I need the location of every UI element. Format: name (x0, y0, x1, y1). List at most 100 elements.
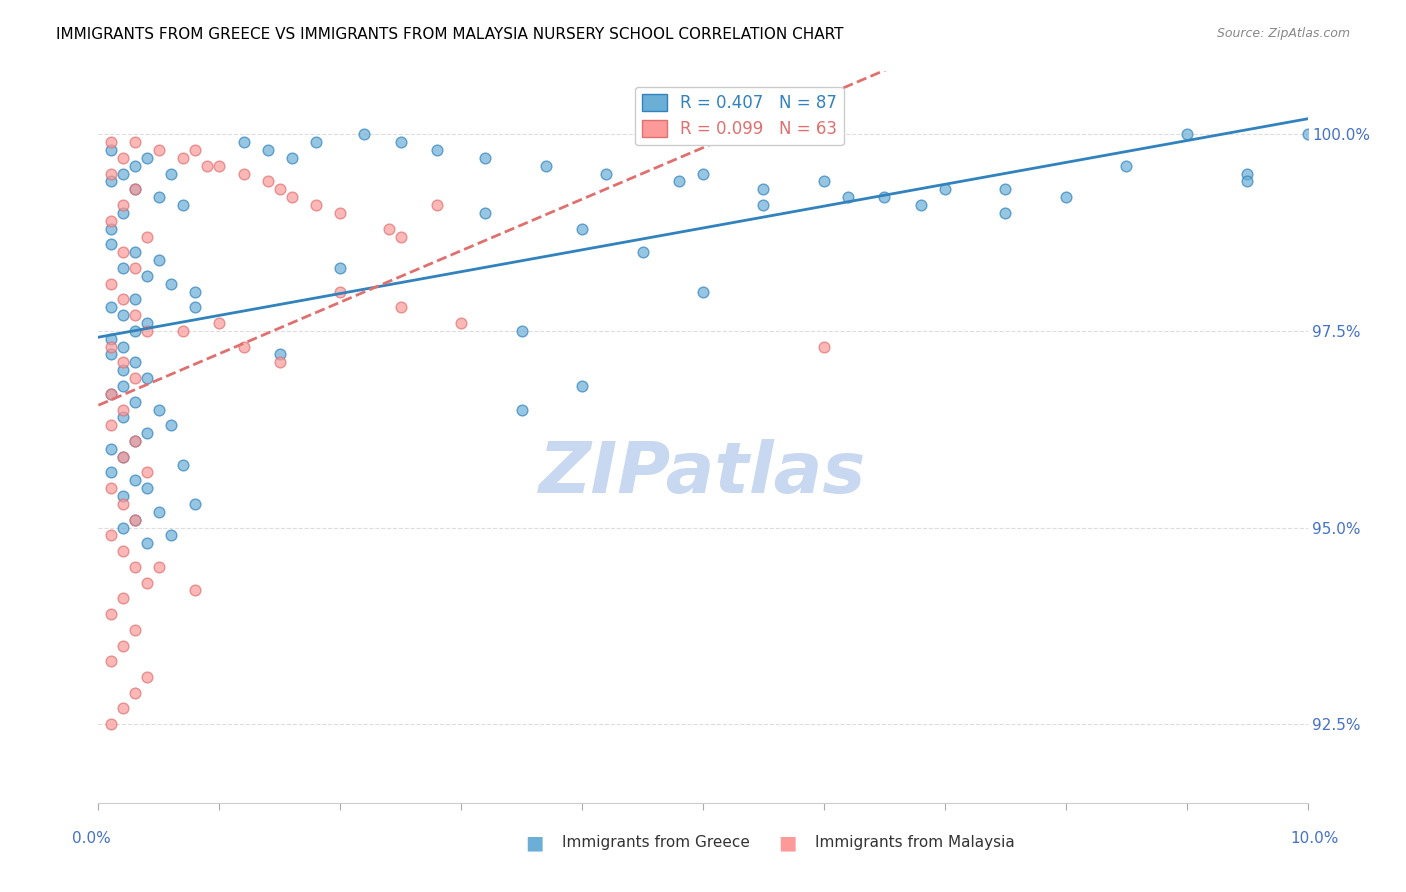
Point (111, 260, 134, 275)
Point (111, 379, 134, 393)
Point (100, 214, 122, 228)
Point (135, 670, 157, 684)
Point (100, 481, 122, 495)
Point (135, 536, 157, 550)
Point (111, 450, 134, 464)
Point (135, 466, 157, 480)
Point (256, 143, 278, 157)
Point (692, 167, 714, 181)
Point (232, 135, 254, 149)
Point (1175, 128, 1198, 142)
Point (124, 394, 146, 409)
Point (1054, 190, 1077, 204)
Point (111, 639, 134, 653)
Point (148, 253, 170, 268)
Text: 10.0%: 10.0% (1291, 831, 1339, 846)
Point (135, 371, 157, 385)
Point (124, 355, 146, 369)
Point (124, 513, 146, 527)
Point (100, 135, 122, 149)
Point (148, 190, 170, 204)
Point (195, 159, 218, 173)
Point (208, 316, 231, 330)
Point (389, 135, 412, 149)
Point (100, 654, 122, 668)
Text: ZIPatlas: ZIPatlas (540, 439, 866, 508)
Point (534, 159, 557, 173)
Point (994, 206, 1017, 220)
Point (135, 324, 157, 338)
Text: ■: ■ (524, 833, 544, 853)
Point (100, 237, 122, 252)
Text: IMMIGRANTS FROM GREECE VS IMMIGRANTS FROM MALAYSIA NURSERY SCHOOL CORRELATION CH: IMMIGRANTS FROM GREECE VS IMMIGRANTS FRO… (56, 27, 844, 42)
Point (160, 528, 183, 542)
Point (111, 245, 134, 260)
Point (172, 324, 194, 338)
Point (934, 182, 956, 196)
Point (100, 340, 122, 354)
Point (100, 442, 122, 456)
Point (474, 151, 496, 165)
Point (124, 245, 146, 260)
Point (571, 379, 593, 393)
Point (510, 402, 533, 417)
Point (111, 410, 134, 425)
Point (111, 206, 134, 220)
Point (124, 623, 146, 637)
Point (752, 198, 775, 212)
Point (148, 143, 170, 157)
Point (510, 324, 533, 338)
Point (124, 513, 146, 527)
Point (232, 167, 254, 181)
Point (269, 347, 291, 361)
Point (111, 340, 134, 354)
Point (305, 135, 328, 149)
Point (184, 143, 207, 157)
Point (135, 426, 157, 441)
Point (111, 293, 134, 307)
Point (100, 174, 122, 188)
Point (148, 505, 170, 519)
Point (124, 308, 146, 322)
Point (474, 206, 496, 220)
Text: Immigrants from Malaysia: Immigrants from Malaysia (815, 836, 1015, 850)
Point (124, 293, 146, 307)
Point (111, 355, 134, 369)
Point (111, 544, 134, 558)
Point (100, 167, 122, 181)
Point (281, 151, 304, 165)
Point (631, 245, 654, 260)
Text: Source: ZipAtlas.com: Source: ZipAtlas.com (1216, 27, 1350, 40)
Point (329, 260, 352, 275)
Point (426, 143, 449, 157)
Point (135, 151, 157, 165)
Point (111, 701, 134, 715)
Point (135, 268, 157, 283)
Point (124, 182, 146, 196)
Point (100, 387, 122, 401)
Point (100, 418, 122, 433)
Point (329, 206, 352, 220)
Point (135, 316, 157, 330)
Point (305, 198, 328, 212)
Point (377, 221, 399, 235)
Point (994, 182, 1017, 196)
Point (353, 128, 375, 142)
Point (1296, 128, 1319, 142)
Point (111, 151, 134, 165)
Point (124, 434, 146, 448)
Point (100, 347, 122, 361)
Point (160, 418, 183, 433)
Point (111, 591, 134, 606)
Point (124, 686, 146, 700)
Point (184, 285, 207, 299)
Point (124, 135, 146, 149)
Point (692, 285, 714, 299)
Point (813, 340, 835, 354)
Point (111, 402, 134, 417)
Point (1236, 167, 1258, 181)
Point (389, 301, 412, 315)
Point (160, 277, 183, 291)
Point (111, 497, 134, 511)
Point (172, 151, 194, 165)
